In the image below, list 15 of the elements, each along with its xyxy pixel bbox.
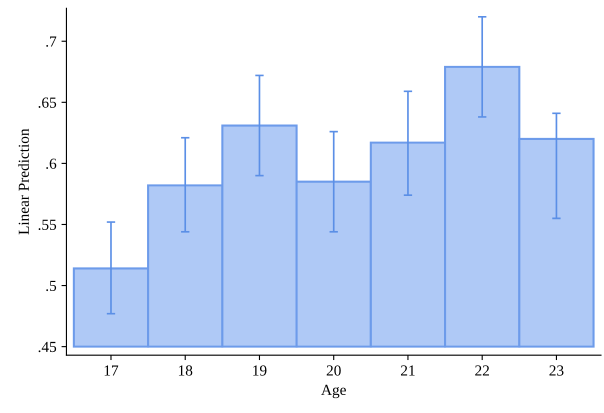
x-tick-label: 21 — [400, 365, 415, 376]
y-axis-title: Linear Prediction — [18, 128, 29, 235]
x-tick-label: 23 — [549, 365, 564, 376]
x-tick-label: 17 — [104, 365, 118, 376]
y-tick-label: .7 — [46, 36, 56, 47]
x-tick-label: 20 — [326, 365, 341, 376]
x-axis-title: Age — [321, 384, 346, 398]
x-tick-label: 18 — [178, 365, 192, 376]
y-tick-label: .65 — [38, 98, 56, 108]
y-tick-label: .55 — [38, 220, 56, 230]
y-tick-label: .6 — [46, 158, 56, 169]
y-tick-label: .45 — [38, 342, 56, 352]
x-tick-label: 22 — [475, 365, 489, 376]
x-tick-label: 19 — [253, 365, 266, 376]
y-tick-label: .5 — [46, 280, 56, 292]
